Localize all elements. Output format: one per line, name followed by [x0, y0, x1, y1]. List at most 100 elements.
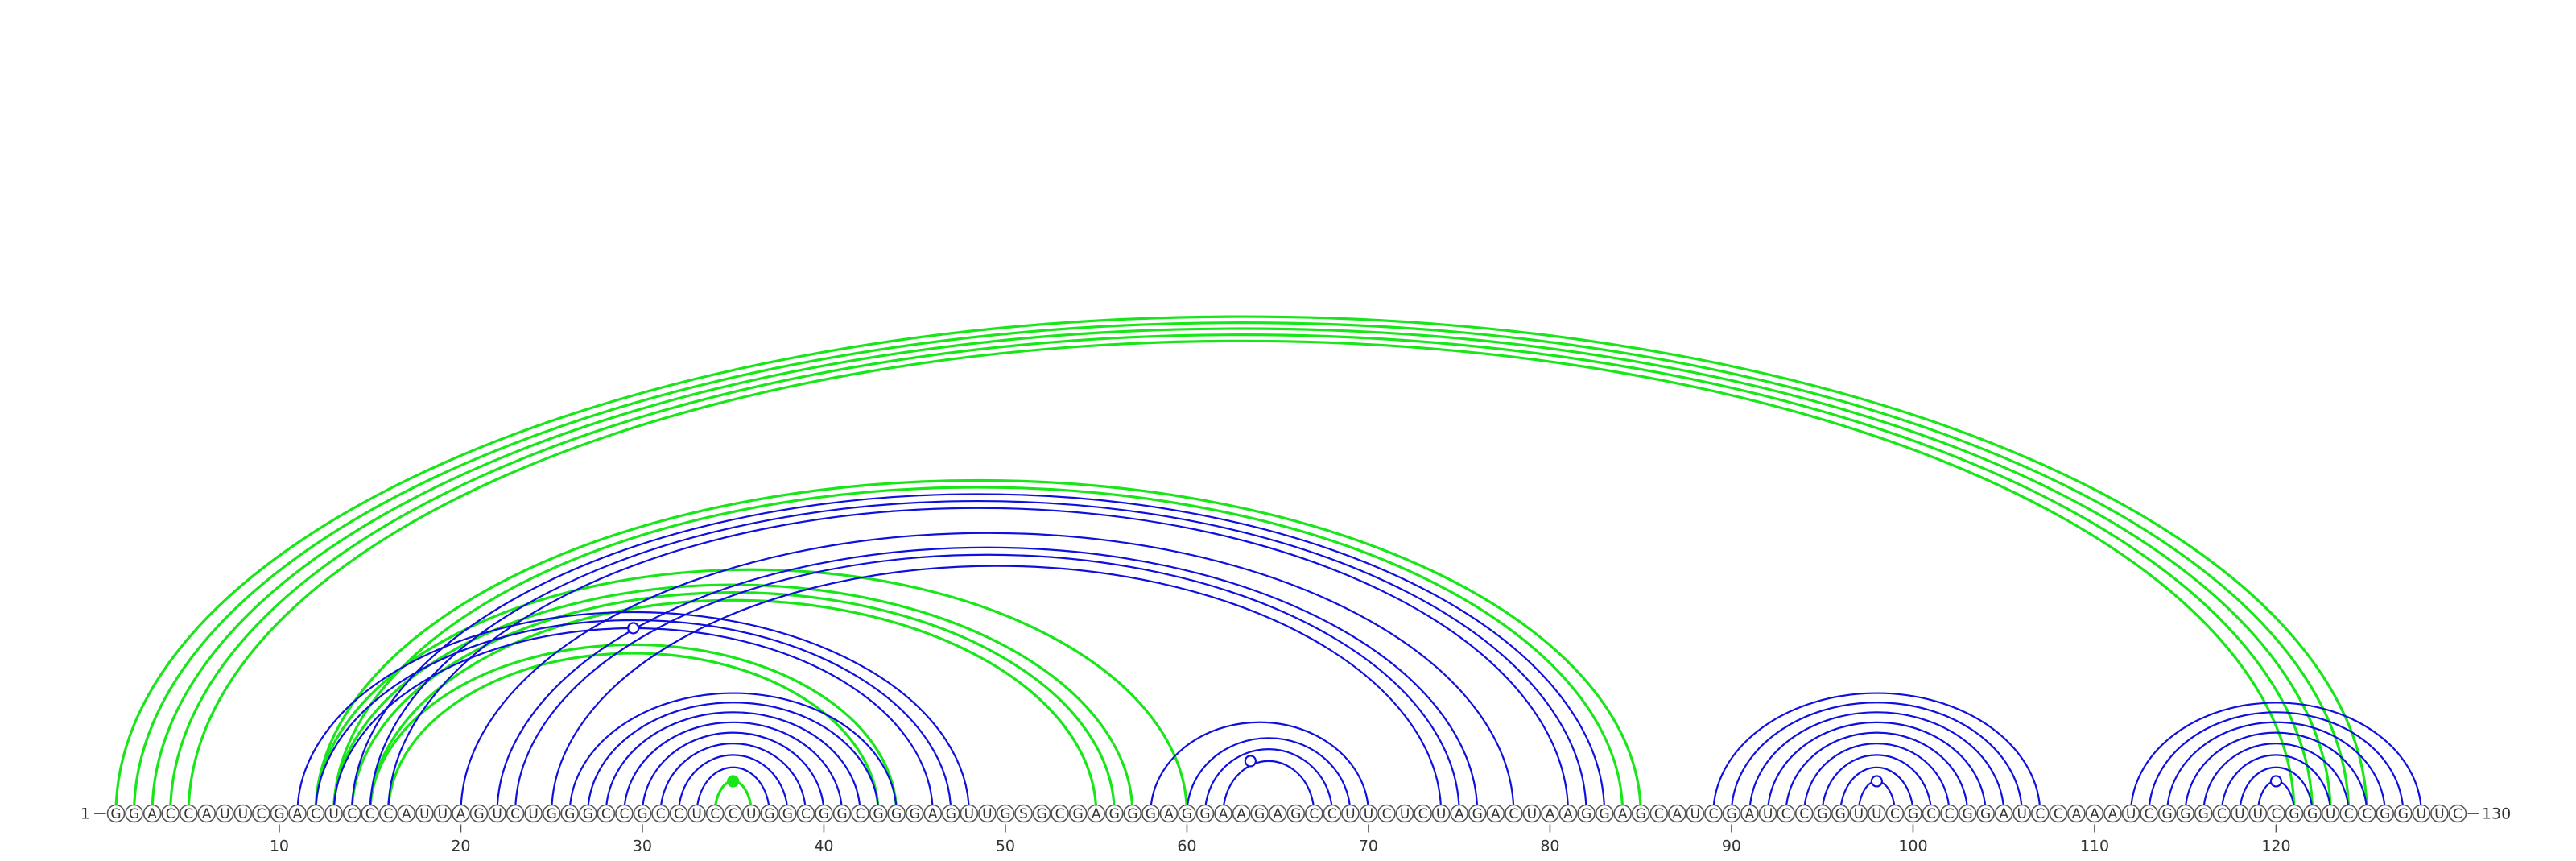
nucleotide-105: A — [1994, 804, 2013, 823]
nucleotide-circle — [2303, 804, 2322, 823]
nucleotide-letter: G — [946, 806, 956, 822]
nucleotide-circle — [2321, 804, 2340, 823]
nucleotide-32: C — [669, 804, 688, 823]
nucleotide-circle — [1722, 804, 1741, 823]
nucleotide-letter: G — [819, 806, 829, 822]
start-label: 1 — [80, 805, 90, 823]
arc-blue-115-125 — [2184, 731, 2368, 814]
nucleotide-letter: C — [2362, 806, 2372, 822]
nucleotide-circle — [2430, 804, 2449, 823]
nucleotide-40: G — [815, 804, 833, 823]
nucleotide-circle — [1595, 804, 1614, 823]
nucleotide-21: G — [469, 804, 489, 823]
ticks-layer: 10 20 30 40 50 60 70 80 90 100 110 120 — [270, 824, 2291, 855]
nucleotide-letter: U — [2235, 806, 2244, 822]
nucleotide-71: C — [1377, 804, 1396, 823]
nucleotide-letter: C — [1926, 806, 1936, 822]
nucleotide-circle — [2157, 804, 2177, 823]
nucleotide-57: G — [1123, 804, 1142, 823]
nucleotide-54: G — [1068, 804, 1088, 823]
nucleotide-circle — [996, 804, 1015, 823]
nucleotide-circle — [469, 804, 489, 823]
nucleotide-letter: U — [328, 806, 338, 822]
nucleotide-circle — [2339, 804, 2358, 823]
nucleotide-letter: C — [2035, 806, 2045, 822]
nucleotide-letter: U — [1690, 806, 1700, 822]
nucleotide-letter: G — [1636, 806, 1646, 822]
nucleotide-110: A — [2085, 804, 2104, 823]
nucleotide-circle — [1159, 804, 1179, 823]
nucleotide-letter: U — [982, 806, 992, 822]
apex-marker-green — [727, 775, 740, 788]
nucleotide-letter: C — [1509, 806, 1518, 822]
nucleotide-circle — [1958, 804, 1977, 823]
nucleotide-circle — [1431, 804, 1451, 823]
nucleotide-79: U — [1522, 804, 1542, 823]
nucleotide-circle — [179, 804, 198, 823]
nucleotide-circle — [1087, 804, 1105, 823]
nucleotide-113: C — [2140, 804, 2158, 823]
arc-green-2-124 — [132, 321, 2351, 814]
nucleotide-letter: G — [547, 806, 557, 822]
nucleotide-letter: G — [873, 806, 884, 822]
nucleotide-94: C — [1794, 804, 1814, 823]
arc-blue-62-67 — [1222, 760, 1315, 814]
nucleotide-30: G — [633, 804, 652, 823]
nucleotide-99: C — [1885, 804, 1905, 823]
nucleotide-33: U — [687, 804, 706, 823]
nucleotide-111: A — [2103, 804, 2122, 823]
arc-green-1-125 — [114, 315, 2368, 814]
nucleotide-95: G — [1813, 804, 1831, 823]
nucleotide-circle — [778, 804, 797, 823]
nucleotide-letter: A — [1999, 806, 2008, 822]
nucleotide-68: C — [1323, 804, 1342, 823]
nucleotide-letter: U — [1527, 806, 1537, 822]
apex-marker-blue — [627, 622, 640, 635]
nucleotide-5: C — [179, 804, 198, 823]
nucleotide-letter: G — [1036, 806, 1046, 822]
nucleotide-circle — [1868, 804, 1886, 823]
nucleotide-letter: G — [1835, 806, 1846, 822]
nucleotide-78: C — [1505, 804, 1523, 823]
nucleotide-circle — [1558, 804, 1578, 823]
nucleotide-letter: G — [1254, 806, 1265, 822]
nucleotide-circle — [633, 804, 652, 823]
nucleotide-circle — [1904, 804, 1922, 823]
nucleotide-circle — [1123, 804, 1142, 823]
nucleotide-circle — [2248, 804, 2268, 823]
nucleotide-letter: U — [238, 806, 248, 822]
nucleotide-letter: G — [110, 806, 121, 822]
nucleotide-circle — [615, 804, 634, 823]
nucleotide-27: G — [578, 804, 597, 823]
nucleotide-23: C — [506, 804, 525, 823]
nucleotide-letter: A — [2090, 806, 2099, 822]
nucleotide-letter: G — [564, 806, 575, 822]
nucleotide-letter: S — [1019, 806, 1028, 822]
arc-blue-23-75 — [514, 553, 1460, 814]
nucleotide-letter: C — [601, 806, 611, 822]
nucleotide-58: G — [1141, 804, 1160, 823]
nucleotide-letter: C — [801, 806, 811, 822]
nucleotide-circle — [1649, 804, 1669, 823]
nucleotide-letter: C — [365, 806, 375, 822]
nucleotide-116: G — [2194, 804, 2213, 823]
nucleotide-letter: C — [674, 806, 683, 822]
arc-blue-90-106 — [1730, 702, 2023, 814]
nucleotide-128: U — [2412, 804, 2431, 823]
nucleotide-circle — [342, 804, 361, 823]
nucleotide-letter: A — [928, 806, 938, 822]
nucleotide-letter: A — [1164, 806, 1174, 822]
nucleotide-circle — [252, 804, 270, 823]
nucleotide-letter: U — [419, 806, 429, 822]
nucleotide-60: G — [1178, 804, 1196, 823]
nucleotide-15: C — [361, 804, 380, 823]
nucleotide-122: G — [2303, 804, 2322, 823]
nucleotide-37: G — [760, 804, 779, 823]
nucleotide-circle — [2376, 804, 2395, 823]
nucleotide-125: C — [2357, 804, 2376, 823]
nucleotide-letter: C — [2217, 806, 2227, 822]
nucleotide-119: U — [2248, 804, 2268, 823]
arc-green-3-123 — [151, 327, 2332, 814]
nucleotide-circle — [524, 804, 543, 823]
nucleotide-letter: G — [764, 806, 774, 822]
